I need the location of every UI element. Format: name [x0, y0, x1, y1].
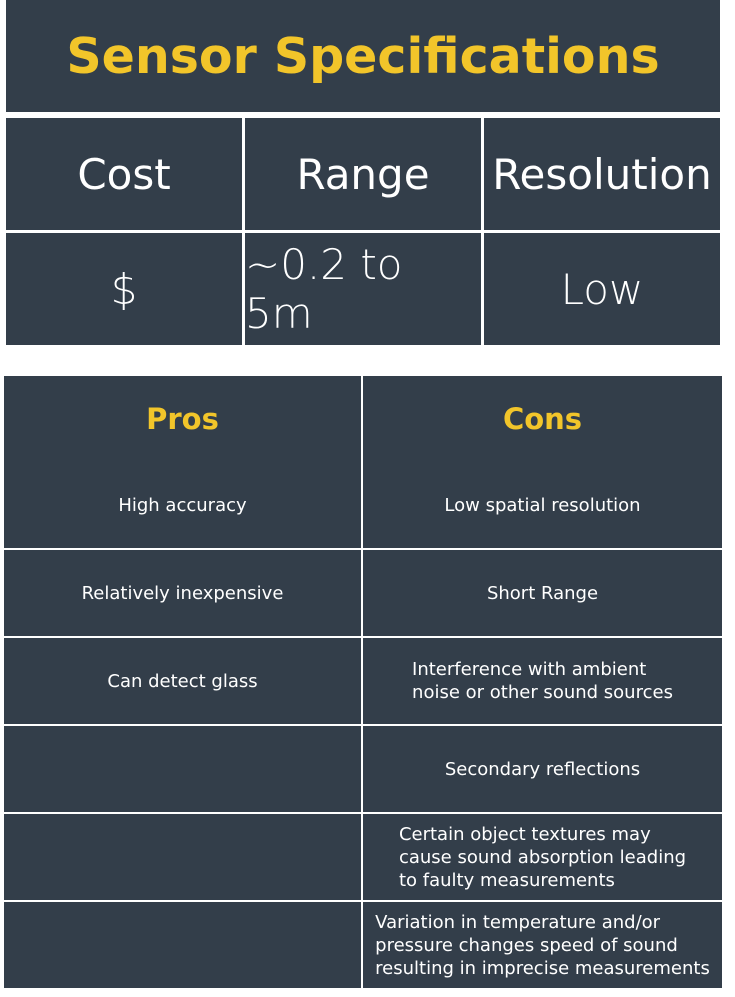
con-cell-text: Variation in temperature and/or pressure … [375, 911, 710, 979]
pros-cons-row: Certain object textures may cause sound a… [4, 812, 722, 900]
pros-header: Pros [4, 376, 361, 462]
pros-cons-row: Variation in temperature and/or pressure … [4, 900, 722, 988]
con-cell: Interference with ambient noise or other … [361, 638, 722, 724]
pro-cell: Can detect glass [4, 638, 361, 724]
spec-header-resolution: Resolution [481, 118, 720, 230]
con-cell: Certain object textures may cause sound a… [361, 814, 722, 900]
pros-cons-row: Secondary reflections [4, 724, 722, 812]
con-cell: Low spatial resolution [361, 462, 722, 548]
spec-header-range: Range [242, 118, 481, 230]
cons-header: Cons [361, 376, 722, 462]
spec-value-cost: $ [6, 233, 242, 345]
pro-cell [4, 902, 361, 988]
spec-header-cost: Cost [6, 118, 242, 230]
spec-title: Sensor Specifications [6, 0, 720, 115]
pro-cell: High accuracy [4, 462, 361, 548]
con-cell-text: Short Range [486, 582, 599, 604]
pro-cell-text: High accuracy [118, 494, 247, 516]
spec-header-row: Cost Range Resolution [6, 115, 720, 230]
pros-cons-row: Relatively inexpensive Short Range [4, 548, 722, 636]
sensor-spec-table: Sensor Specifications Cost Range Resolut… [6, 0, 720, 345]
con-cell-text: Low spatial resolution [444, 494, 641, 516]
pros-cons-row: High accuracy Low spatial resolution [4, 462, 722, 548]
con-cell: Variation in temperature and/or pressure … [361, 902, 722, 988]
spec-value-row: $ ~0.2 to 5m Low [6, 230, 720, 345]
pros-cons-table: Pros Cons High accuracy Low spatial resol… [4, 376, 722, 988]
pro-cell: Relatively inexpensive [4, 550, 361, 636]
pros-cons-rows: High accuracy Low spatial resolution Relat… [4, 462, 722, 988]
con-cell-text: Interference with ambient noise or other … [412, 659, 673, 703]
pros-cons-row: Can detect glass Interference with ambien… [4, 636, 722, 724]
spec-value-range: ~0.2 to 5m [242, 233, 481, 345]
pro-cell-text: Relatively inexpensive [81, 582, 284, 604]
con-cell-text: Certain object textures may cause sound a… [398, 823, 687, 891]
con-cell: Secondary reflections [361, 726, 722, 812]
con-cell-text: Secondary reflections [444, 758, 641, 780]
pro-cell [4, 814, 361, 900]
spec-value-resolution: Low [481, 233, 720, 345]
pro-cell-text: Can detect glass [107, 670, 258, 692]
con-cell: Short Range [361, 550, 722, 636]
pros-cons-header-row: Pros Cons [4, 376, 722, 462]
pro-cell [4, 726, 361, 812]
